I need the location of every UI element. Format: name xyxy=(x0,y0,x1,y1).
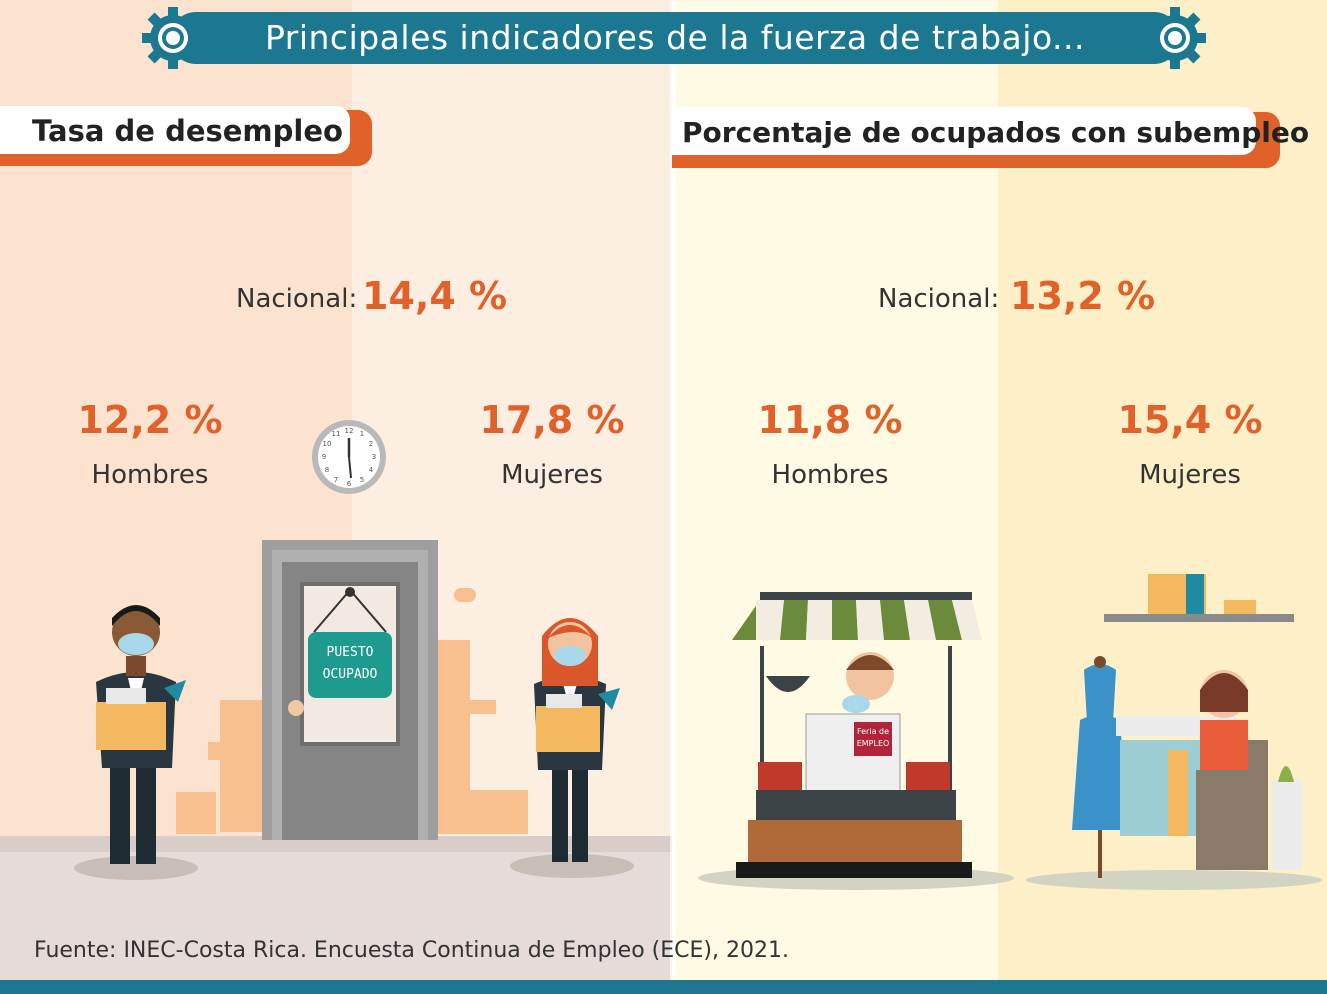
left-national-value: 14,4 % xyxy=(362,274,508,318)
left-section-title: Tasa de desempleo xyxy=(32,114,343,148)
right-national-label: Nacional: xyxy=(878,284,1000,314)
right-national-value: 13,2 % xyxy=(1010,274,1156,318)
left-floor-edge xyxy=(0,836,672,852)
right-men-label: Hombres xyxy=(771,460,889,490)
svg-text:9: 9 xyxy=(322,453,326,461)
door-sign-line: OCUPADO xyxy=(322,667,378,682)
svg-text:7: 7 xyxy=(334,476,338,484)
left-women-value: 17,8 % xyxy=(479,398,625,442)
right-header-tab xyxy=(672,107,1256,155)
market-stand-illustration xyxy=(698,592,1014,890)
svg-text:12: 12 xyxy=(345,427,354,435)
seamstress-illustration xyxy=(1026,574,1322,890)
newspaper-line: Feria de xyxy=(856,727,890,736)
right-section-title: Porcentaje de ocupados con subempleo xyxy=(682,116,1310,149)
left-men-value: 12,2 % xyxy=(77,398,223,442)
svg-text:1: 1 xyxy=(360,430,364,438)
wall-brick xyxy=(454,588,476,602)
page-title: Principales indicadores de la fuerza de … xyxy=(264,18,1086,57)
door-illustration xyxy=(262,540,438,840)
right-men-value: 11,8 % xyxy=(757,398,903,442)
svg-text:3: 3 xyxy=(372,453,376,461)
source-note: Fuente: INEC-Costa Rica. Encuesta Contin… xyxy=(34,938,789,963)
svg-text:2: 2 xyxy=(369,440,373,448)
wall-brick xyxy=(468,700,496,714)
bottom-bar xyxy=(0,980,1327,994)
svg-text:10: 10 xyxy=(323,440,332,448)
svg-text:8: 8 xyxy=(325,466,329,474)
newspaper-headline: Feria de EMPLEO xyxy=(856,726,890,750)
svg-text:6: 6 xyxy=(347,480,352,488)
svg-text:11: 11 xyxy=(332,430,341,438)
left-women-label: Mujeres xyxy=(501,460,603,490)
door-sign: PUESTO OCUPADO xyxy=(308,642,392,686)
right-women-value: 15,4 % xyxy=(1117,398,1263,442)
woman-with-box-illustration xyxy=(510,618,634,878)
wall-brick xyxy=(176,792,216,834)
door-sign-line: PUESTO xyxy=(326,645,374,660)
title-banner xyxy=(170,12,1180,64)
gear-icon xyxy=(1144,7,1206,69)
gear-icon xyxy=(142,7,204,69)
left-men-label: Hombres xyxy=(91,460,209,490)
left-national-label: Nacional: xyxy=(236,284,358,314)
right-women-label: Mujeres xyxy=(1139,460,1241,490)
wall-brick xyxy=(220,700,264,832)
section-divider xyxy=(670,0,676,994)
man-with-box-illustration xyxy=(74,605,198,880)
svg-text:4: 4 xyxy=(369,466,374,474)
left-header-tab xyxy=(0,106,350,154)
wall-brick xyxy=(468,790,528,834)
newspaper-line: EMPLEO xyxy=(856,739,890,748)
svg-text:5: 5 xyxy=(360,476,364,484)
